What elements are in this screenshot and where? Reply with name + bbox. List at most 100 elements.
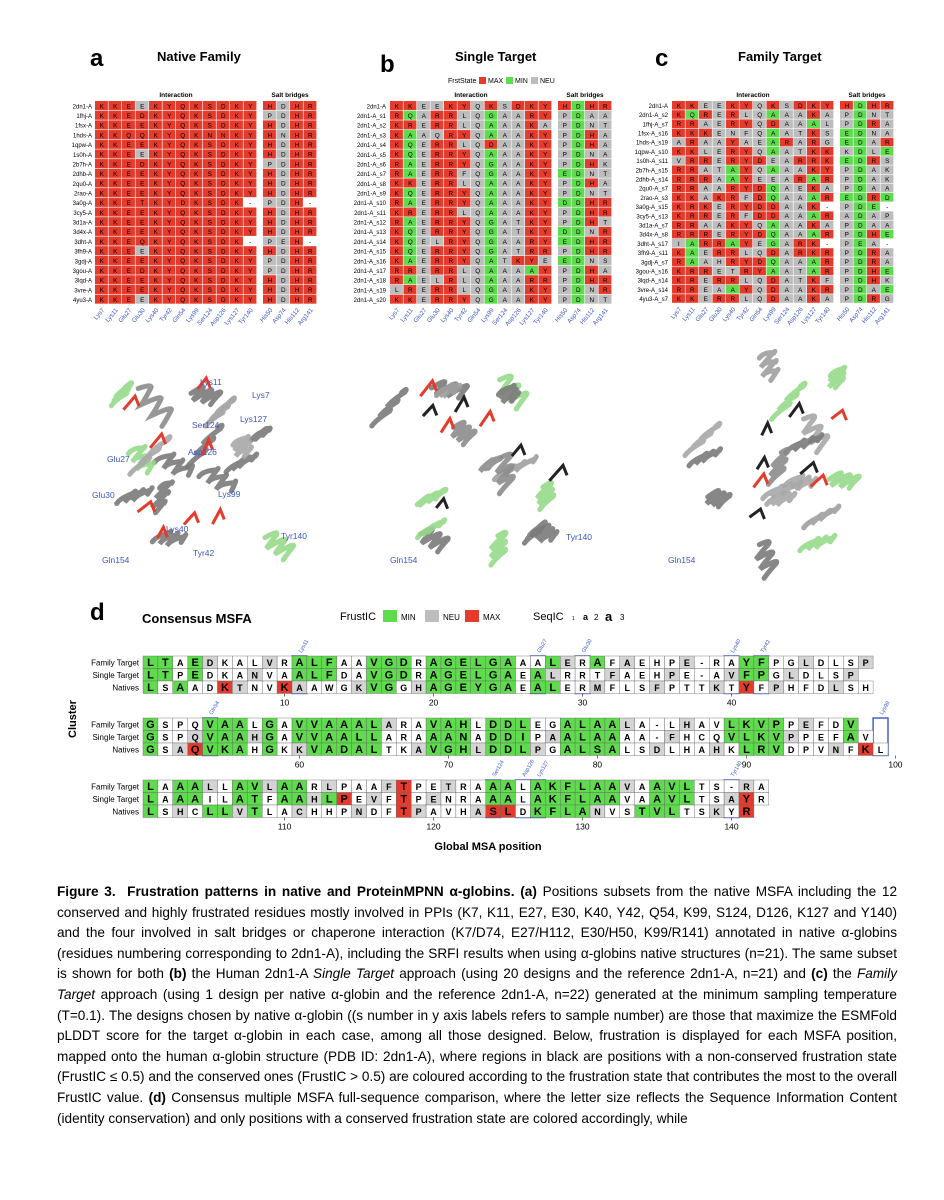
msa-letter-0-1-8: V [267,671,273,681]
heat-cell-a-10-11 [243,197,257,207]
heat-cell-text-c-17-7: Q [771,259,776,266]
msa-letter-0-0-13: A [341,658,348,668]
heat-cell-a-10-0 [95,197,108,207]
structure-label-a-8: Lys40 [166,524,189,534]
salt-cell-text-c-9-3: A [885,186,890,193]
salt-cell-c-19-3 [880,275,894,285]
heat-cell-a-0-1 [108,101,122,111]
heat-cell-text-a-1-6: Q [180,113,185,120]
heat-cell-c-18-2 [699,266,712,276]
heat-cell-b-14-7 [484,236,498,246]
heat-cell-text-c-14-9: A [798,232,803,239]
msa-letter-2-1-0: L [147,794,154,806]
heat-cell-text-b-17-7: A [489,268,494,275]
msa-tick-label-10: 10 [280,698,290,708]
msa-letter-1-0-0: G [146,719,155,731]
heat-cell-b-19-2 [417,284,430,294]
heat-cell-text-a-9-11: Y [248,190,253,197]
heat-cell-c-15-6 [753,239,766,248]
heat-cell-text-a-8-8: S [208,181,212,188]
heat-cell-b-16-10 [525,255,538,265]
heat-cell-c-17-6 [753,257,766,266]
heat-cell-text-a-15-0: K [100,248,105,255]
heat-cell-text-b-14-11: Y [543,239,548,246]
salt-cell-text-a-19-2: H [294,287,299,294]
msa-letter-0-2-28: E [565,683,571,693]
msa-letter-1-2-13: D [340,744,348,756]
salt-cell-a-17-3 [303,265,317,275]
heat-cell-a-16-9 [216,255,230,265]
heat-cell-a-14-5 [162,236,176,246]
helix-a-14 [203,395,237,429]
msa-letter-2-0-5: L [222,782,228,792]
salt-cell-text-c-6-2: R [871,158,876,165]
msa-letter-1-1-38: Q [713,733,720,743]
heat-cell-c-4-8 [780,137,793,147]
msa-letter-2-1-36: L [683,794,690,806]
sidechain-a-1 [148,431,168,449]
row-label-a-16: 3gdj-A [75,259,92,265]
heat-cell-a-20-2 [122,294,135,304]
salt-cell-text-c-18-1: D [858,268,863,275]
heat-cell-a-4-0 [95,139,108,149]
structure-label-a-7: Lys99 [218,489,241,499]
heat-cell-text-b-19-10: K [530,287,535,294]
msa-letter-0-1-1: T [162,670,169,682]
msa-letter-0-1-43: L [788,671,794,681]
helix-a-15 [262,530,297,563]
msa-letter-0-1-42: G [773,671,780,681]
salt-cell-text-c-2-1: D [858,121,863,128]
heat-cell-b-5-7 [484,149,498,159]
heat-cell-text-a-3-0: K [100,132,105,139]
heat-cell-c-6-7 [766,156,780,165]
salt-cell-a-14-0 [263,236,276,246]
heat-cell-text-b-18-1: A [408,278,413,285]
heat-cell-text-a-15-11: Y [248,248,253,255]
heat-cell-b-18-0 [390,275,403,285]
heat-cell-a-17-10 [230,265,243,275]
salt-cell-c-8-2 [867,174,880,184]
salt-cell-text-b-11-1: D [576,210,581,217]
msa-cell-0-2-48 [858,680,874,694]
heat-cell-text-c-13-11: A [825,222,830,229]
salt-cell-b-13-1 [571,226,585,236]
msa-letter-0-2-41: F [759,683,765,693]
msa-letter-1-0-4: V [206,719,214,731]
msa-letter-1-1-39: V [728,732,736,744]
salt-cell-a-7-2 [290,168,303,178]
heat-cell-text-a-11-5: Y [167,210,172,217]
heat-cell-c-9-4 [726,183,739,193]
heat-cell-c-3-6 [753,128,766,138]
salt-cell-b-20-3 [598,294,612,304]
figure-canvas: a Native Family b Single Target c Family… [67,45,903,853]
heat-cell-text-a-12-3: E [140,219,144,226]
heat-cell-text-a-1-10: K [235,113,240,120]
heat-cell-text-c-4-0: A [677,140,682,147]
salt-cell-text-c-4-0: E [845,140,849,147]
heat-cell-c-13-8 [780,220,793,230]
msa-letter-1-1-23: D [489,732,497,744]
heat-cell-a-6-6 [176,159,189,169]
msa-letter-1-2-28: A [564,744,572,756]
caption-text-6: the [186,966,211,982]
salt-cell-b-6-2 [585,159,598,169]
heat-cell-text-a-5-8: S [208,152,212,159]
msa-letter-0-2-39: T [729,683,735,693]
heat-cell-b-6-10 [525,159,538,169]
msa-letter-2-0-37: T [699,782,705,792]
heat-cell-c-6-1 [685,156,699,165]
msa-letter-2-0-35: V [668,781,676,793]
msa-letter-2-2-26: K [534,806,542,818]
heat-cell-text-a-10-5: Y [167,200,172,207]
heat-cell-b-2-11 [538,120,552,130]
heat-cell-b-1-7 [484,110,498,120]
salt-cell-a-16-3 [303,255,317,265]
heat-cell-text-b-16-8: T [503,258,507,265]
heat-cell-text-b-0-0: K [395,103,400,110]
heat-cell-text-a-11-4: K [154,210,159,217]
salt-cell-a-3-2 [290,130,303,140]
heat-cell-text-c-0-7: K [771,103,776,110]
heat-cell-text-c-2-6: Q [757,121,762,128]
column-label-b-6: Gln54 [466,307,482,325]
heat-cell-text-b-1-1: Q [408,113,413,120]
